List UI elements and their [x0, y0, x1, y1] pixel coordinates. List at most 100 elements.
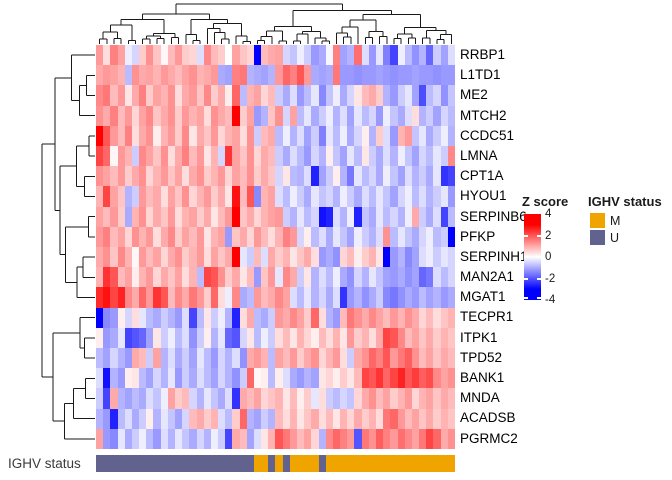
- zscore-tick-mark: [524, 256, 528, 258]
- heatmap-cell: [268, 388, 276, 409]
- heatmap-cell: [419, 226, 427, 247]
- heatmap-cell: [404, 85, 412, 106]
- heatmap-cell: [361, 287, 369, 308]
- heatmap-cell: [354, 408, 362, 429]
- heatmap-cell: [368, 428, 377, 449]
- gene-label: MTCH2: [460, 107, 507, 123]
- heatmap-cell: [261, 388, 269, 409]
- heatmap-cell: [361, 348, 369, 369]
- heatmap-cell: [325, 146, 333, 167]
- heatmap-cell: [261, 247, 269, 268]
- heatmap-cell: [131, 186, 140, 207]
- heatmap-cell: [397, 408, 405, 429]
- heatmap-cell: [131, 105, 140, 126]
- heatmap-cell: [239, 186, 247, 207]
- heatmap-cell: [131, 125, 140, 146]
- heatmap-cell: [447, 267, 455, 288]
- heatmap-cell: [203, 146, 211, 167]
- heatmap-cell: [96, 368, 104, 389]
- heatmap-cell: [282, 206, 290, 227]
- heatmap-cell: [203, 287, 211, 308]
- heatmap-cell: [440, 408, 448, 429]
- heatmap-cell: [361, 247, 369, 268]
- heatmap-cell: [203, 125, 211, 146]
- heatmap-cell: [261, 166, 269, 187]
- heatmap-cell: [383, 206, 391, 227]
- heatmap-cell: [189, 327, 197, 348]
- heatmap-cell: [196, 408, 204, 429]
- heatmap-cell: [340, 327, 348, 348]
- heatmap-cell: [419, 408, 427, 429]
- heatmap-cell: [146, 166, 154, 187]
- heatmap-cell: [103, 45, 111, 66]
- heatmap-cell: [139, 327, 147, 348]
- heatmap-cell: [196, 105, 204, 126]
- heatmap-cell: [289, 368, 298, 389]
- heatmap-cell: [146, 428, 154, 449]
- heatmap-cell: [332, 348, 341, 369]
- heatmap-cell: [383, 85, 391, 106]
- heatmap-cell: [160, 287, 168, 308]
- heatmap-cell: [218, 388, 226, 409]
- heatmap-cell: [433, 348, 441, 369]
- zscore-legend-title: Z score: [522, 194, 569, 209]
- heatmap-cell: [340, 348, 348, 369]
- heatmap-cell: [347, 85, 355, 106]
- heatmap-cell: [239, 85, 247, 106]
- heatmap-cell: [124, 327, 132, 348]
- heatmap-cell: [397, 267, 405, 288]
- heatmap-cell: [182, 348, 190, 369]
- heatmap-cell: [232, 348, 240, 369]
- heatmap-cell: [390, 388, 398, 409]
- heatmap-cell: [332, 186, 341, 207]
- heatmap-cell: [383, 307, 391, 328]
- heatmap-cell: [96, 327, 104, 348]
- heatmap-cell: [131, 408, 140, 429]
- heatmap-cell: [153, 146, 161, 167]
- heatmap-cell: [390, 105, 398, 126]
- heatmap-cell: [354, 206, 362, 227]
- heatmap-cell: [110, 408, 118, 429]
- heatmap-cell: [297, 166, 305, 187]
- heatmap-cell: [174, 85, 183, 106]
- heatmap-cell: [289, 307, 298, 328]
- heatmap-cell: [411, 125, 420, 146]
- heatmap-cell: [189, 368, 197, 389]
- heatmap-cell: [289, 247, 298, 268]
- heatmap-cell: [246, 85, 254, 106]
- heatmap-cell: [426, 388, 434, 409]
- heatmap-cell: [124, 428, 132, 449]
- heatmap-cell: [318, 85, 326, 106]
- heatmap-cell: [297, 146, 305, 167]
- heatmap-cell: [253, 408, 262, 429]
- heatmap-cell: [361, 166, 369, 187]
- heatmap-cell: [218, 307, 226, 328]
- heatmap-cell: [311, 348, 319, 369]
- heatmap-cell: [218, 105, 226, 126]
- heatmap-cell: [117, 105, 125, 126]
- heatmap-cell: [196, 307, 204, 328]
- heatmap-cell: [268, 186, 276, 207]
- heatmap-cell: [139, 146, 147, 167]
- heatmap-cell: [311, 247, 319, 268]
- heatmap-cell: [146, 146, 154, 167]
- heatmap-cell: [146, 327, 154, 348]
- zscore-tick-mark: [524, 297, 528, 299]
- heatmap-cell: [390, 408, 398, 429]
- heatmap-cell: [354, 85, 362, 106]
- heatmap-cell: [376, 186, 384, 207]
- heatmap-cell: [376, 368, 384, 389]
- heatmap-cell: [182, 247, 190, 268]
- heatmap-cell: [96, 307, 104, 328]
- heatmap-cell: [397, 327, 405, 348]
- heatmap-cell: [447, 105, 455, 126]
- heatmap-cell: [174, 65, 183, 86]
- heatmap-cell: [419, 368, 427, 389]
- heatmap-cell: [103, 105, 111, 126]
- heatmap-cell: [304, 408, 312, 429]
- heatmap-cell: [167, 327, 175, 348]
- heatmap-cell: [239, 146, 247, 167]
- heatmap-cell: [440, 146, 448, 167]
- heatmap-cell: [332, 247, 341, 268]
- heatmap-cell: [340, 85, 348, 106]
